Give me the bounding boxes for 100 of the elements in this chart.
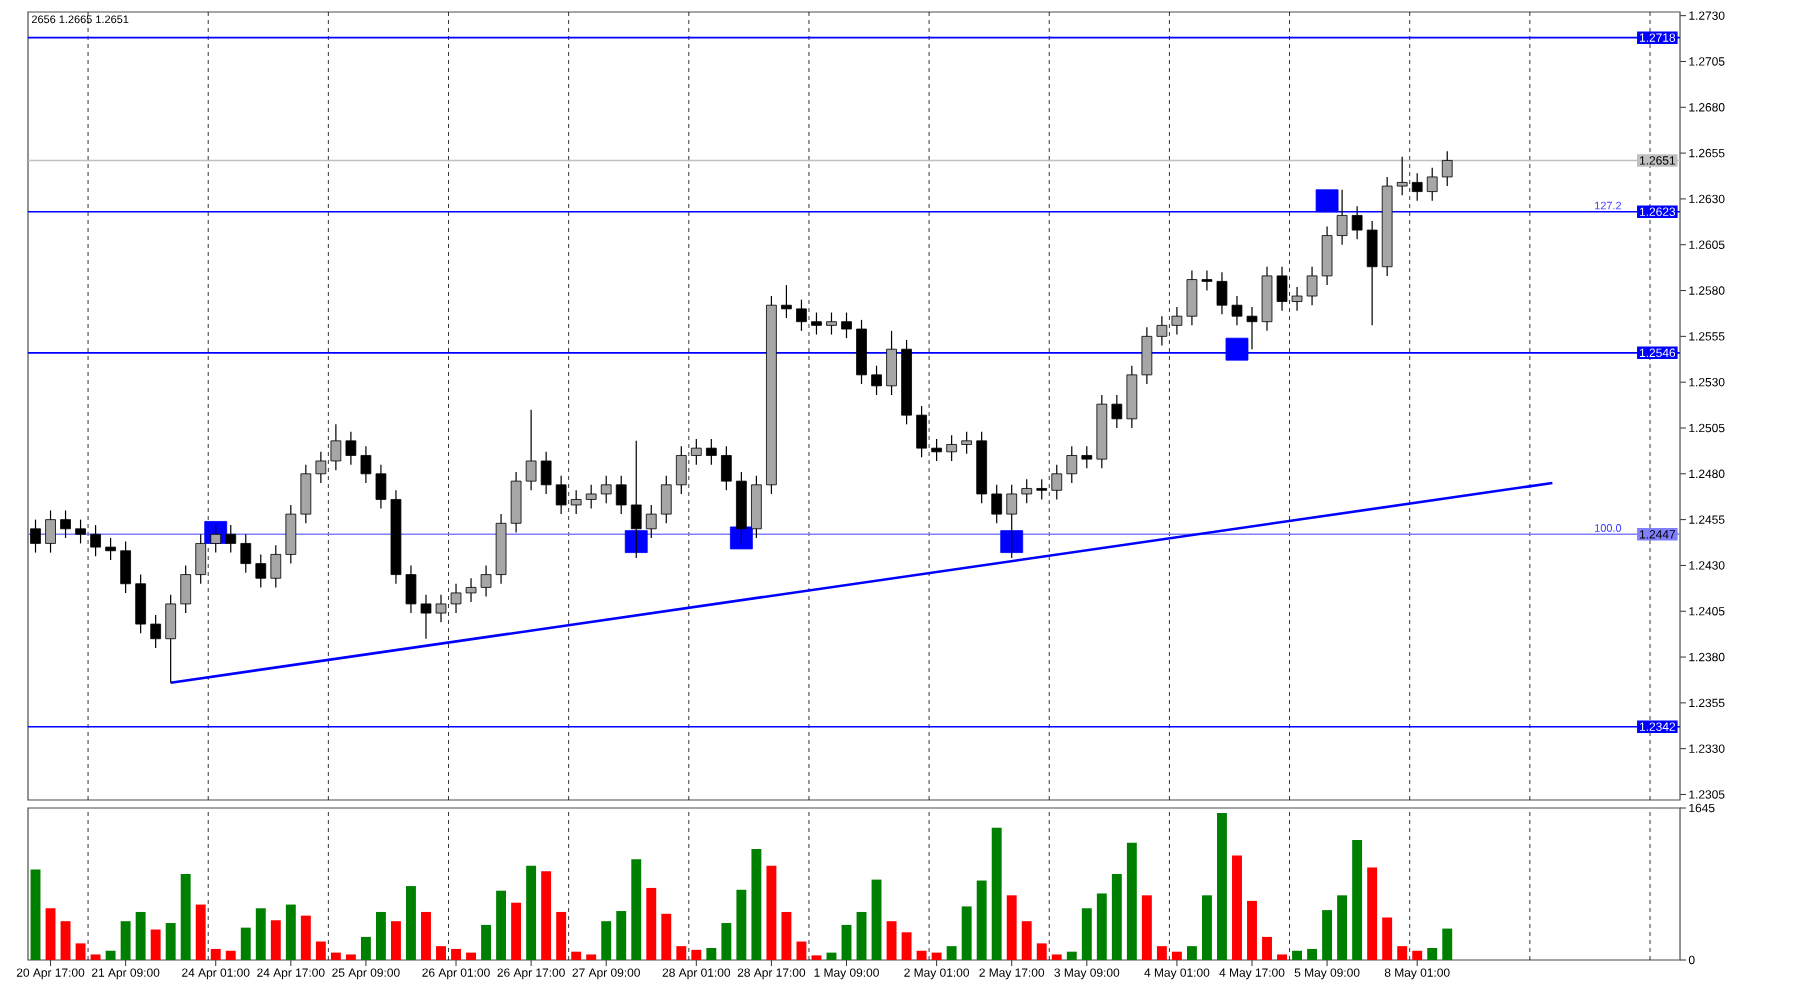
candlestick [45,509,56,554]
bar [1021,921,1032,960]
bar [1442,928,1453,960]
bar [195,904,206,960]
bar [1382,917,1393,960]
candlestick [525,409,537,491]
bar [511,902,522,960]
candlestick [300,464,312,524]
bar [856,911,867,960]
bar [946,946,957,960]
bar [916,950,927,960]
bar [961,906,972,960]
candlestick [105,537,116,561]
candlestick [660,475,672,524]
bar [1427,947,1438,960]
bar [270,920,281,960]
candlestick [165,594,177,684]
bar [1156,946,1167,960]
candlestick [150,614,162,649]
point [1225,337,1249,361]
candlestick [1021,478,1033,504]
candlestick [585,484,597,510]
bar [1247,900,1257,960]
candlestick [135,573,146,634]
candlestick [1441,150,1453,187]
bar [1036,943,1047,960]
candlestick [721,445,732,491]
bar [1367,867,1378,960]
bar [45,908,56,960]
bar [481,924,492,960]
bar [841,924,852,960]
bar [1232,855,1242,960]
candlestick [60,509,71,539]
bar [30,869,41,960]
bar [496,890,507,960]
bar [421,911,431,960]
bar [691,949,702,960]
bar [631,859,642,960]
bar [901,932,912,960]
candlestick [781,284,792,319]
candlestick [751,475,762,539]
candlestick [1141,326,1153,385]
bar [1096,893,1107,960]
bar [150,929,161,960]
bar [436,946,446,960]
bar [285,904,296,960]
candlestick [1066,445,1078,484]
bar [75,943,86,960]
bar [571,951,582,960]
candlestick [645,504,657,539]
bar [706,947,717,960]
bar [105,950,116,960]
bar [931,952,942,960]
bar [466,952,476,960]
candlestick [630,440,642,559]
bar [796,941,807,960]
bar [315,941,326,960]
bar [976,880,987,960]
candlestick [30,519,41,554]
candlestick [841,311,852,339]
bar [90,954,101,960]
candlestick [270,544,282,589]
bar [661,913,672,960]
bar [1081,908,1092,960]
bar [1066,951,1077,960]
bar [451,948,461,960]
bar [766,865,777,960]
bar [616,911,627,960]
candlestick [1006,484,1018,559]
candlestick [255,553,267,589]
bar [736,889,747,960]
bar [781,911,792,960]
candlestick [856,319,867,385]
bar [1141,895,1152,960]
candlestick [1351,205,1363,240]
bar [586,954,597,960]
bar [165,923,176,960]
candlestick [1111,394,1123,429]
candlestick [1126,365,1138,429]
point [624,530,648,554]
bar [135,911,146,960]
bar [1337,895,1348,960]
point [1315,189,1339,213]
bar [751,849,762,960]
candlestick [1081,445,1093,469]
candlestick [1426,167,1438,202]
bar [1277,954,1287,960]
bar [120,921,131,960]
bar [541,871,552,960]
bar [330,952,341,960]
bar [1051,954,1062,960]
bar [60,921,71,960]
bar [255,908,266,960]
bar [1322,910,1333,960]
bar [1292,950,1303,960]
candlestick [600,475,612,504]
bar [721,923,732,960]
bar [886,921,897,960]
candlestick [120,541,131,594]
candlestick [961,431,972,455]
